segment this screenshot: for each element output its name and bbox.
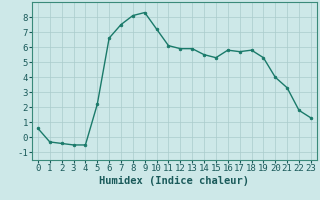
X-axis label: Humidex (Indice chaleur): Humidex (Indice chaleur) bbox=[100, 176, 249, 186]
